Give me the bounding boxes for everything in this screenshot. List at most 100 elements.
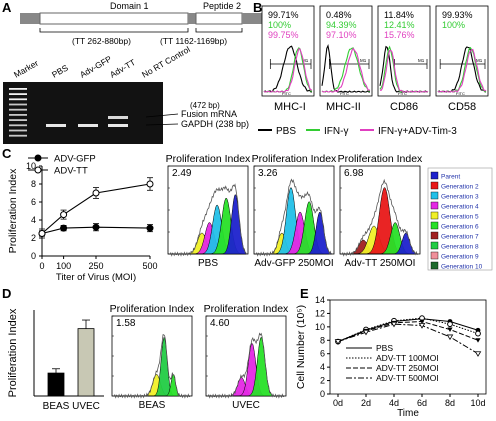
c-legend-label: ADV-GFP (54, 154, 96, 165)
flow-title: Proliferation Index (166, 153, 251, 165)
e-legend-label: ADV-TT 100MOI (376, 353, 439, 363)
legend-label-ifn: IFN-γ (324, 126, 348, 137)
e-x-axis-title: Time (397, 408, 419, 416)
e-data-point (446, 334, 454, 341)
flow-index-value: 3.26 (258, 168, 278, 179)
flow-envelope (341, 178, 419, 257)
histogram-percent: 100% (442, 20, 465, 30)
flow-sample-label: Adv-TT 250MOI (345, 258, 416, 269)
band-adv-gfp-gapdh (78, 124, 98, 127)
lane-label-pbs: PBS (50, 62, 70, 79)
panel-c-flow-panels: Proliferation Index 2.49 PBS Proliferation … (166, 153, 423, 269)
legend-label-ifn-tim3: IFN-γ+ADV-Tim-3 (378, 126, 457, 137)
gen-legend-label: Generation 7 (441, 234, 479, 241)
gen-legend-swatch (430, 181, 439, 190)
histogram-curve (437, 48, 487, 93)
construct-linker-segment (188, 13, 196, 24)
e-series-line (337, 323, 479, 355)
ladder-band (9, 93, 27, 95)
marker-ladder (9, 88, 27, 137)
gen-legend-swatch (430, 201, 439, 210)
histogram-curve (263, 48, 313, 93)
gen-legend-label: Generation 9 (441, 254, 479, 261)
panel-a-letter: A (2, 0, 12, 15)
flow-sample-label: Adv-GFP 250MOI (254, 258, 333, 269)
band-size-472: (472 bp) (190, 101, 220, 110)
e-series-line (337, 320, 479, 343)
flow-index-value: 1.58 (116, 318, 136, 329)
flow-envelope (207, 332, 285, 399)
gen-legend-label: Generation 6 (441, 224, 479, 231)
ladder-band (9, 114, 27, 116)
e-y-tick-label: 4 (320, 362, 325, 372)
e-x-tick-label: 0d (333, 398, 343, 408)
fitc-axis-label: FITC (398, 91, 407, 96)
histogram-percent: 12.41% (384, 20, 415, 30)
histogram-marker-label: CD58 (448, 101, 476, 113)
c-x-tick-label: 0 (39, 261, 44, 271)
e-y-tick-label: 8 (320, 335, 325, 345)
c-data-point (38, 230, 46, 237)
gen-legend-swatch (430, 241, 439, 250)
flow-envelope (255, 178, 333, 257)
c-x-tick-label: 100 (56, 261, 71, 271)
gate-m1-label: M1 (418, 58, 425, 63)
panel-b-legend: PBS IFN-γ IFN-γ+ADV-Tim-3 (258, 126, 457, 137)
gen-legend-label: Generation 5 (441, 214, 479, 221)
e-y-tick-label: 0 (320, 389, 325, 399)
e-y-tick-label: 12 (315, 308, 325, 318)
flow-envelope (169, 183, 247, 257)
e-legend-label: ADV-TT 500MOI (376, 373, 439, 383)
histogram-curve (321, 43, 370, 93)
histogram-percent: 99.75% (268, 30, 299, 40)
gel-image (3, 82, 163, 144)
gen-legend-label: Generation 10 (441, 264, 483, 271)
gen-legend-swatch (430, 261, 439, 270)
gen-legend-label: Generation 4 (441, 204, 479, 211)
e-data-point (475, 330, 481, 337)
e-y-tick-label: 10 (315, 322, 325, 332)
flow-index-value: 2.49 (172, 168, 192, 179)
gen-legend-swatch (430, 221, 439, 230)
histogram-marker-label: CD86 (390, 101, 418, 113)
domain1-range: (TT 262-880bp) (72, 36, 131, 46)
ladder-band (9, 134, 27, 137)
fitc-axis-label: FITC (282, 91, 291, 96)
gate-m1-label: M1 (476, 58, 483, 63)
gate-m1-label: M1 (302, 58, 309, 63)
e-y-tick-label: 2 (320, 376, 325, 386)
fitc-axis-label: FITC (456, 91, 465, 96)
c-x-tick-label: 500 (142, 261, 157, 271)
panel-b-letter: B (253, 0, 262, 15)
e-data-point (447, 321, 453, 328)
flow-generation-peak (342, 232, 419, 255)
gapdh-arrow-line (145, 123, 179, 126)
flow-title: Proliferation Index (204, 303, 289, 315)
panel-e-letter: E (300, 286, 309, 301)
c-data-point (60, 224, 68, 232)
gen-legend-swatch (430, 231, 439, 240)
histogram-percent: 99.93% (442, 10, 473, 20)
gen-legend-label: Generation 3 (441, 194, 479, 201)
c-x-tick-label: 250 (88, 261, 103, 271)
c-data-point (146, 224, 154, 232)
gen-legend-frame (427, 167, 493, 271)
panel-b-histograms: FITCM199.71%100%99.75%MHC-IFITCM10.48%94… (261, 5, 489, 113)
histogram-curve (379, 49, 429, 93)
panel-d-bar-chart: Proliferation Index BEAS UVEC (7, 308, 104, 412)
flow-index-value: 6.98 (344, 168, 364, 179)
c-y-tick-label: 10 (26, 161, 36, 171)
peptide2-label: Peptide 2 (203, 1, 241, 11)
histogram-frame (261, 5, 315, 97)
c-data-point (60, 211, 68, 219)
ladder-band (9, 119, 27, 121)
flow-sample-label: PBS (198, 258, 218, 269)
histogram-percent: 99.71% (268, 10, 299, 20)
histogram-marker-label: MHC-II (326, 101, 361, 113)
gapdh-label: GAPDH (238 bp) (181, 119, 249, 129)
e-x-tick-label: 8d (445, 398, 455, 408)
domain1-bracket (39, 28, 189, 33)
panel-d-letter: D (2, 286, 11, 301)
